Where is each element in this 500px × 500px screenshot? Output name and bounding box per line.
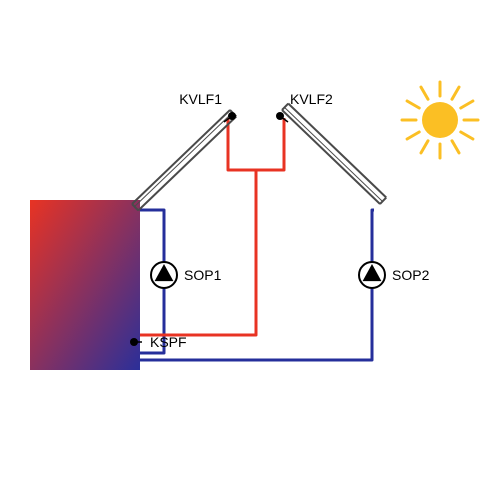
label-sop1: SOP1 [184, 267, 222, 283]
label-kvlf2: KVLF2 [290, 91, 333, 107]
label-kspf: KSPF [150, 334, 187, 350]
storage-tank [30, 200, 140, 370]
label-sop2: SOP2 [392, 267, 430, 283]
pump-sop1 [151, 262, 177, 288]
pump-sop2 [359, 262, 385, 288]
solar-diagram: KVLF1 KVLF2 SOP1 SOP2 KSPF [0, 0, 500, 500]
label-kvlf1: KVLF1 [179, 91, 222, 107]
